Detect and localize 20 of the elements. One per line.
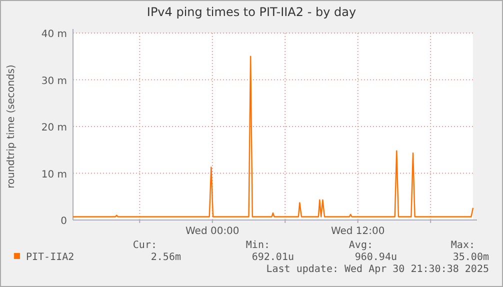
- text: Cur:: [132, 240, 157, 251]
- text: 35.00m: [452, 252, 489, 263]
- legend-label: PIT-IIA2: [26, 252, 74, 263]
- y-axis-title: roundtrip time (seconds): [6, 64, 17, 188]
- y-tick-label: 40 m: [41, 29, 67, 40]
- x-tick-label: Wed 00:00: [185, 226, 240, 237]
- y-tick-label: 20 m: [41, 122, 67, 134]
- y-tick-label: 30 m: [41, 76, 67, 87]
- y-tick-label: 0: [60, 216, 67, 227]
- line-series: [72, 56, 474, 218]
- text: 2.56m: [150, 252, 181, 263]
- text: Last update: Wed Apr 30 21:30:38 2025: [266, 264, 489, 275]
- text: Min:: [246, 240, 270, 251]
- text: 960.94u: [354, 252, 397, 263]
- text: 692.01u: [252, 252, 294, 263]
- text: Max:: [450, 240, 475, 251]
- text: Avg:: [348, 240, 373, 251]
- x-tick-label: Wed 12:00: [330, 226, 385, 237]
- y-tick-label: 10 m: [41, 169, 67, 180]
- chart-title: IPv4 ping times to PIT-IIA2 - by day: [146, 5, 356, 19]
